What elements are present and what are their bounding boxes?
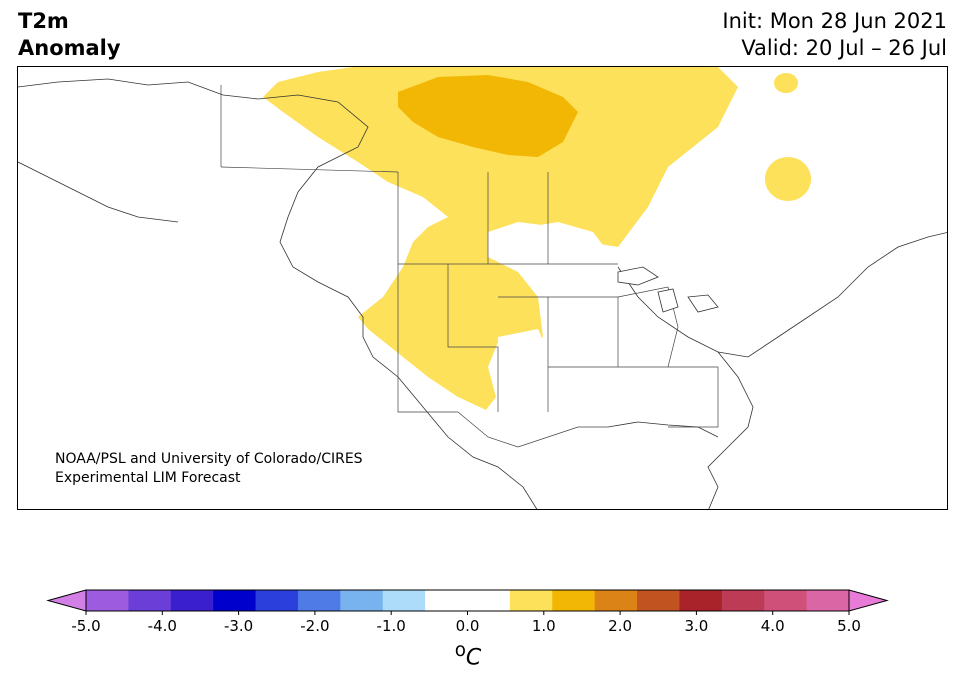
anomaly-region-medium bbox=[398, 75, 578, 157]
colorbar-cell bbox=[552, 590, 596, 611]
colorbar-cell bbox=[170, 590, 214, 611]
unit-celsius: C bbox=[465, 645, 482, 671]
southeast-states bbox=[668, 366, 719, 428]
map-canvas bbox=[18, 67, 947, 509]
colorbar-tick-label: 4.0 bbox=[761, 617, 785, 635]
forecast-dates: Init: Mon 28 Jun 2021 Valid: 20 Jul – 26… bbox=[722, 8, 947, 62]
anomaly-west-north bbox=[263, 67, 738, 410]
western-states bbox=[397, 264, 458, 413]
colorbar-tick-label: -5.0 bbox=[71, 617, 100, 635]
gulf-coast bbox=[607, 421, 719, 438]
coastlines bbox=[18, 78, 947, 509]
colorbar-cell bbox=[806, 590, 850, 611]
colorbar-cell bbox=[679, 590, 723, 611]
anomaly-map bbox=[17, 66, 948, 510]
anomaly-quebec bbox=[765, 157, 811, 201]
atlantic-coast-south bbox=[707, 351, 754, 509]
colorbar-cell bbox=[382, 590, 426, 611]
colorbar-over-arrow bbox=[848, 589, 889, 612]
alaska-coast bbox=[18, 161, 179, 223]
colorbar-cell bbox=[594, 590, 638, 611]
colorbar-ticks: -5.0 -4.0 -3.0 -2.0 -1.0 0.0 1.0 2.0 3.0 4.0 5.0 bbox=[71, 611, 861, 635]
colorbar-tick-label: 1.0 bbox=[532, 617, 556, 635]
colorbar-cell bbox=[128, 590, 172, 611]
colorbar-cell bbox=[255, 590, 299, 611]
colorbar-cell bbox=[764, 590, 808, 611]
credit-line-1: NOAA/PSL and University of Colorado/CIRE… bbox=[55, 451, 363, 467]
colorbar-cell bbox=[425, 590, 468, 611]
colorbar-cell bbox=[340, 590, 384, 611]
colorbar: -5.0 -4.0 -3.0 -2.0 -1.0 0.0 1.0 2.0 3.0 4.0 5.0 bbox=[46, 589, 889, 635]
rockies-states bbox=[447, 264, 499, 412]
title-field: Anomaly bbox=[18, 36, 121, 60]
anomaly-nunavut bbox=[398, 75, 578, 157]
map-title: T2m Anomaly bbox=[18, 8, 121, 62]
colorbar-tick-label: 5.0 bbox=[837, 617, 861, 635]
mexico-border bbox=[457, 411, 608, 448]
colorbar-cell bbox=[213, 590, 257, 611]
forecast-credit: NOAA/PSL and University of Colorado/CIRE… bbox=[55, 450, 363, 488]
colorbar-tick-label: -4.0 bbox=[148, 617, 177, 635]
valid-range: Valid: 20 Jul – 26 Jul bbox=[741, 36, 947, 60]
title-variable: T2m bbox=[18, 9, 69, 33]
lake-erie bbox=[687, 294, 719, 313]
lake-superior bbox=[617, 266, 659, 286]
lake-michigan bbox=[657, 288, 679, 313]
anomaly-region-light bbox=[263, 67, 811, 410]
colorbar-under-arrow bbox=[46, 589, 87, 612]
great-lakes bbox=[617, 266, 719, 313]
pacific-coast bbox=[18, 78, 538, 509]
colorbar-cell bbox=[509, 590, 553, 611]
credit-line-2: Experimental LIM Forecast bbox=[55, 470, 241, 486]
anomaly-baffin bbox=[774, 73, 798, 93]
colorbar-cell bbox=[637, 590, 680, 611]
colorbar-cell bbox=[297, 590, 341, 611]
colorbar-unit: oC bbox=[0, 640, 936, 670]
colorbar-cell bbox=[721, 590, 765, 611]
political-borders bbox=[220, 85, 719, 448]
init-date: Init: Mon 28 Jun 2021 bbox=[722, 9, 947, 33]
colorbar-tick-label: -1.0 bbox=[377, 617, 406, 635]
colorbar-cell bbox=[86, 590, 129, 611]
yukon-border bbox=[220, 166, 399, 173]
colorbar-cells bbox=[46, 589, 889, 612]
colorbar-tick-label: 3.0 bbox=[684, 617, 708, 635]
unit-degree: o bbox=[454, 640, 466, 661]
central-states bbox=[548, 296, 619, 368]
atlantic-coast-north bbox=[617, 232, 947, 358]
near-normal-plains bbox=[498, 222, 608, 277]
colorbar-tick-label: -2.0 bbox=[300, 617, 329, 635]
colorbar-tick-label: -3.0 bbox=[224, 617, 253, 635]
midwest-states bbox=[617, 286, 679, 368]
colorbar-tick-label: 2.0 bbox=[608, 617, 632, 635]
colorbar-tick-label: 0.0 bbox=[456, 617, 480, 635]
colorbar-cell bbox=[467, 590, 511, 611]
near-normal-colorado bbox=[498, 329, 548, 367]
